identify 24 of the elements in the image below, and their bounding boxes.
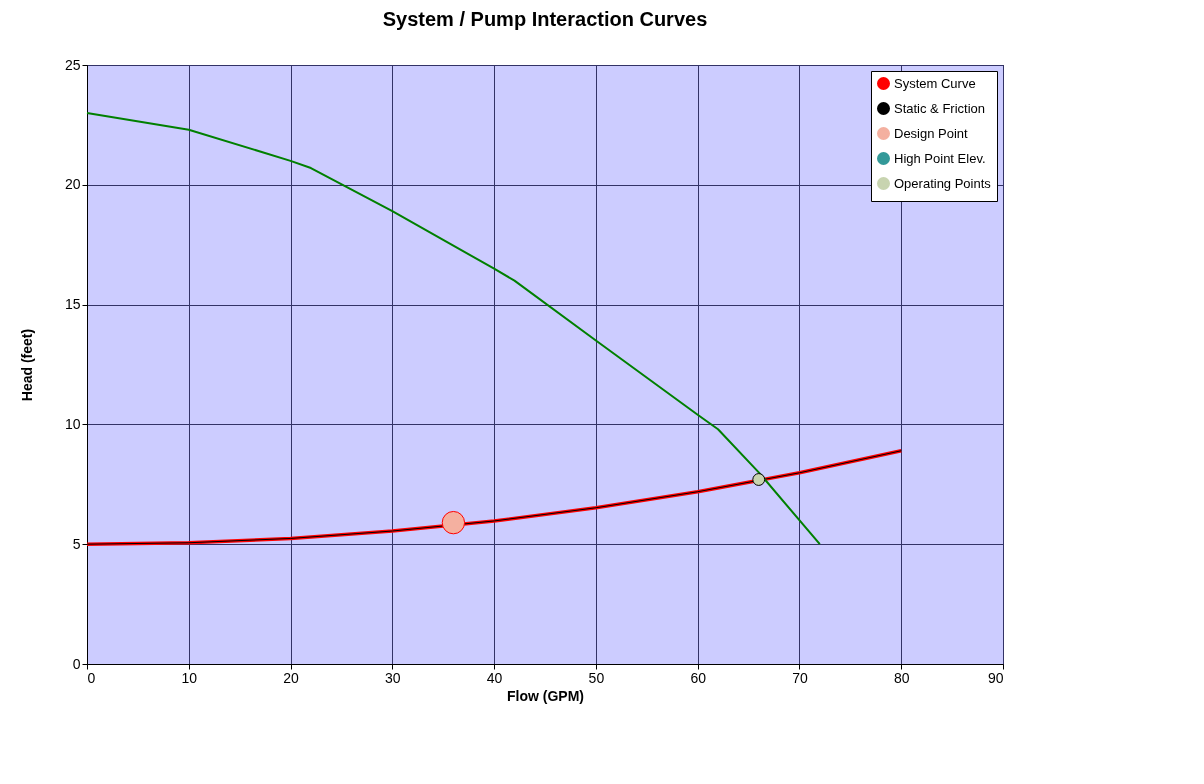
x-tick-label: 20 (283, 669, 300, 686)
y-tick-label: 25 (64, 56, 81, 73)
y-tick-label: 20 (64, 176, 81, 193)
x-axis-title: Flow (GPM) (507, 687, 584, 704)
chart-title: System / Pump Interaction Curves (382, 8, 708, 30)
y-axis-title: Head (feet) (18, 328, 35, 402)
x-tick-label: 30 (385, 669, 401, 686)
y-tick-label: 5 (72, 535, 81, 552)
x-tick-label: 40 (486, 669, 503, 686)
x-tick-label: 10 (181, 669, 198, 686)
x-tick-label: 60 (690, 669, 707, 686)
x-tick-label: 70 (792, 669, 808, 686)
legend-label: Static & Friction (894, 100, 986, 116)
legend-label: System Curve (894, 75, 976, 91)
x-tick-label: 90 (987, 669, 1004, 686)
y-tick-label: 15 (64, 296, 81, 313)
x-tick-label: 80 (893, 669, 910, 686)
y-tick-label: 10 (64, 415, 81, 432)
x-tick-label: 50 (588, 669, 605, 686)
legend-label: Operating Points (894, 175, 992, 191)
x-tick-label: 0 (87, 669, 96, 686)
y-tick-label: 0 (72, 655, 81, 672)
legend-label: High Point Elev. (894, 150, 986, 166)
legend-label: Design Point (894, 125, 969, 141)
